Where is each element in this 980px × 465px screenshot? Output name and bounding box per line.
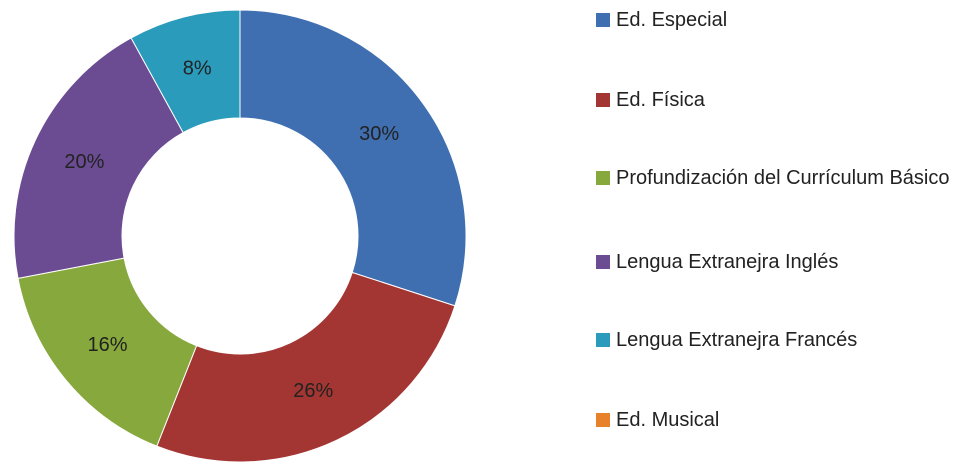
legend-label: Profundización del Currículum Básico bbox=[616, 167, 950, 189]
donut-chart: 30% 26% 16% 20% 8% bbox=[13, 9, 467, 463]
slice bbox=[17, 257, 198, 447]
slice bbox=[239, 9, 467, 307]
legend-swatch bbox=[596, 93, 610, 107]
legend-label: Ed. Musical bbox=[616, 409, 720, 431]
legend-item: Ed. Especial bbox=[596, 7, 727, 33]
legend-item: Lengua Extranejra Francés bbox=[596, 327, 857, 353]
data-label: 16% bbox=[87, 334, 127, 356]
legend-item: Ed. Física bbox=[596, 87, 705, 113]
legend-label: Ed. Especial bbox=[616, 9, 728, 31]
slice bbox=[130, 9, 241, 134]
data-label: 8% bbox=[183, 58, 212, 80]
legend-item: Lengua Extranejra Inglés bbox=[596, 249, 838, 275]
data-label: 30% bbox=[359, 123, 399, 145]
legend-item: Ed. Musical bbox=[596, 407, 719, 433]
legend-swatch bbox=[596, 255, 610, 269]
legend: Ed. Especial Ed. Física Profundización del… bbox=[596, 0, 976, 465]
legend-swatch bbox=[596, 413, 610, 427]
data-label: 26% bbox=[293, 380, 333, 402]
legend-swatch bbox=[596, 13, 610, 27]
legend-label: Lengua Extranejra Inglés bbox=[616, 251, 839, 273]
legend-label: Lengua Extranejra Francés bbox=[616, 329, 858, 351]
legend-label: Ed. Física bbox=[616, 89, 705, 111]
slice bbox=[13, 37, 184, 279]
slice bbox=[156, 271, 456, 463]
data-label: 20% bbox=[64, 151, 104, 173]
legend-swatch bbox=[596, 333, 610, 347]
legend-swatch bbox=[596, 171, 610, 185]
legend-item: Profundización del Currículum Básico bbox=[596, 165, 950, 191]
